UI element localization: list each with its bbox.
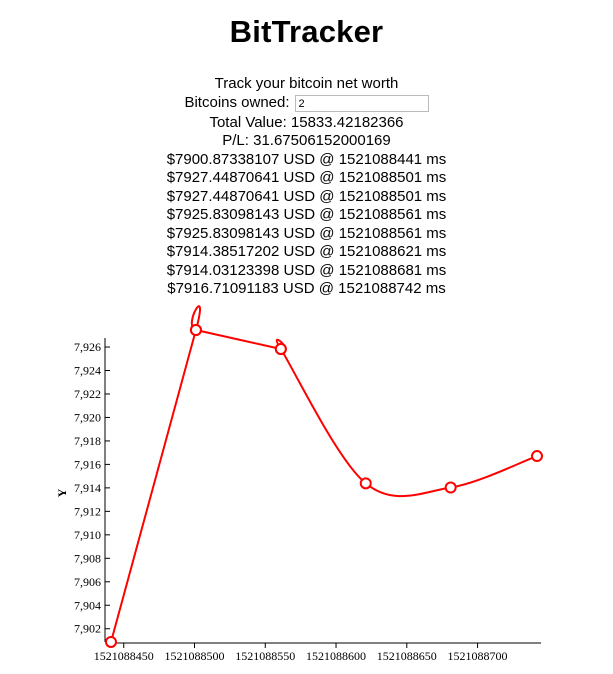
x-tick-label: 1521088700 — [448, 649, 508, 663]
y-tick-label: 7,912 — [74, 504, 101, 518]
data-point — [105, 635, 117, 648]
y-axis-label: Y — [55, 488, 69, 497]
y-tick-label: 7,916 — [74, 457, 101, 471]
price-log-item: $7927.44870641 USD @ 1521088501 ms — [166, 187, 447, 205]
x-tick-label: 1521088600 — [306, 649, 366, 663]
data-point — [444, 481, 457, 494]
data-point — [359, 477, 372, 490]
y-tick-label: 7,918 — [74, 434, 101, 448]
y-tick-label: 7,910 — [74, 528, 101, 542]
y-tick-label: 7,914 — [74, 481, 101, 495]
price-log-item: $7925.83098143 USD @ 1521088561 ms — [166, 206, 447, 223]
bitcoins-owned-row: Bitcoins owned: — [0, 94, 613, 114]
y-tick-label: 7,922 — [74, 387, 101, 401]
x-tick-label: 1521088550 — [235, 649, 295, 663]
app-title: BitTracker — [229, 14, 384, 49]
price-points — [105, 324, 543, 648]
data-point — [189, 324, 202, 337]
y-tick-label: 7,904 — [74, 598, 101, 612]
price-log-item: $7914.03123398 USD @ 1521088681 ms — [166, 261, 447, 279]
price-log-item: $7927.44870641 USD @ 1521088501 ms — [166, 169, 447, 186]
price-line — [110, 305, 538, 643]
price-log-item: $7914.38517202 USD @ 1521088621 ms — [166, 243, 447, 260]
y-tick-label: 7,920 — [74, 410, 101, 424]
info-panel: Track your bitcoin net worth Bitcoins ow… — [0, 75, 613, 299]
data-point — [274, 343, 287, 356]
profit-loss: P/L: 31.67506152000169 — [222, 132, 391, 149]
subtitle: Track your bitcoin net worth — [214, 75, 399, 92]
price-log-item: $7925.83098143 USD @ 1521088561 ms — [166, 224, 447, 242]
y-tick-label: 7,908 — [74, 551, 101, 565]
price-log-item: $7900.87338107 USD @ 1521088441 ms — [166, 150, 447, 168]
y-tick-label: 7,906 — [74, 575, 101, 589]
x-tick-label: 1521088650 — [377, 649, 437, 663]
y-tick-label: 7,924 — [74, 363, 101, 377]
series-line — [110, 305, 538, 643]
price-chart: 7,902 7,904 7,906 7,908 7,910 7,912 7,914 7,916… — [55, 305, 543, 663]
price-log: $7900.87338107 USD @ 1521088441 ms $7927… — [0, 151, 613, 299]
y-tick-label: 7,926 — [74, 340, 101, 354]
price-log-item: $7916.71091183 USD @ 1521088742 ms — [167, 280, 446, 297]
chart-axes: 7,902 7,904 7,906 7,908 7,910 7,912 7,914 7,916… — [55, 338, 541, 663]
data-point — [531, 450, 543, 463]
x-tick-label: 1521088450 — [94, 649, 154, 663]
bitcoins-owned-input[interactable] — [294, 95, 429, 112]
bitcoins-owned-label: Bitcoins owned: — [184, 94, 290, 112]
y-tick-label: 7,902 — [74, 622, 101, 636]
total-value: Total Value: 15833.42182366 — [209, 113, 404, 131]
x-tick-label: 1521088500 — [165, 649, 225, 663]
